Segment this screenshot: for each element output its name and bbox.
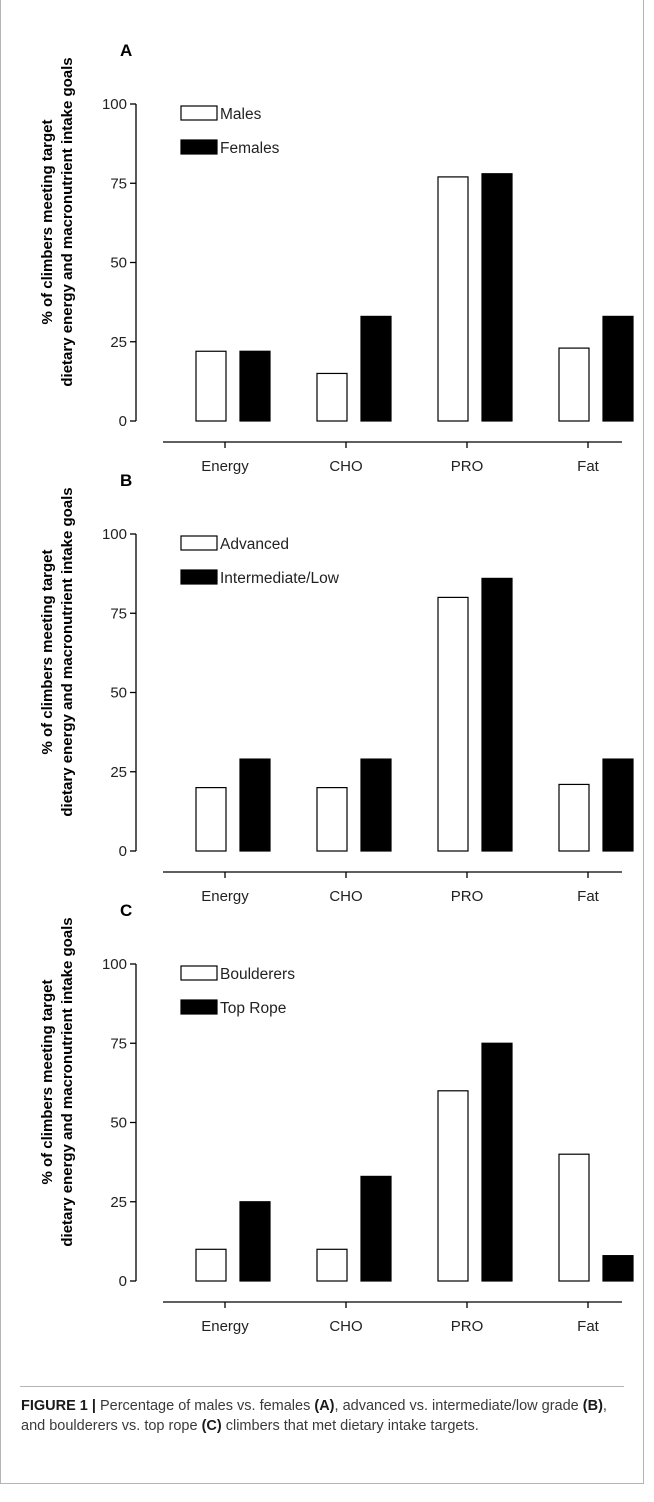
panel-a-bar-series2-fat — [602, 315, 634, 422]
panel-a-legend-swatch-1 — [180, 105, 218, 121]
panel-b-y-tick-label: 0 — [119, 843, 127, 860]
panel-b-bar-series2-cho — [360, 758, 392, 852]
panel-c-y-tick-label: 100 — [102, 956, 127, 973]
panel-a-bar-series1-cho — [316, 372, 348, 422]
caption-figure-label: FIGURE 1 | — [21, 1398, 96, 1414]
panel-c-legend-swatch-1 — [180, 965, 218, 981]
panel-b-bar-series2-energy — [239, 758, 271, 852]
panel-b-x-tick-label: Fat — [577, 888, 600, 905]
panel-a-y-tick-label: 50 — [110, 255, 127, 272]
panel-c-y-tick-label: 75 — [110, 1035, 127, 1052]
panel-c-legend-swatch-2 — [180, 999, 218, 1015]
panel-c-bar-series2-cho — [360, 1175, 392, 1282]
panel-b-x-tick-label: CHO — [329, 888, 362, 905]
caption-ref-b: (B) — [582, 1398, 603, 1414]
panel-a-bar-series2-energy — [239, 350, 271, 422]
panel-b-bar-series2-pro — [481, 577, 513, 852]
caption-ref-a: (A) — [314, 1398, 335, 1414]
panel-c-ylabel-line2: dietary energy and macronutrient intake … — [59, 917, 76, 1246]
panel-a-y-tick-label: 100 — [102, 96, 127, 113]
panel-a-legend-label-2: Females — [220, 140, 280, 157]
panel-b-label: B — [120, 471, 132, 490]
panel-c-bar-series1-cho — [316, 1248, 348, 1282]
panel-b-legend-swatch-1 — [180, 535, 218, 551]
panel-c-x-tick-label: Fat — [577, 1318, 600, 1335]
panel-a-ylabel-line1: % of climbers meeting target — [39, 119, 56, 324]
panel-b-y-tick-label: 50 — [110, 685, 127, 702]
panel-b-bar-series2-fat — [602, 758, 634, 852]
panel-b-ylabel-line1: % of climbers meeting target — [39, 549, 56, 754]
panel-b-legend-swatch-2 — [180, 569, 218, 585]
panel-b-bar-series1-energy — [195, 786, 227, 852]
panel-b-bar-series1-cho — [316, 786, 348, 852]
panel-b-y-tick-label: 100 — [102, 526, 127, 543]
panel-a-x-tick-label: Energy — [201, 458, 249, 475]
panel-c-x-tick-label: CHO — [329, 1318, 362, 1335]
panel-c-bar-series2-energy — [239, 1201, 271, 1282]
panel-b-x-tick-label: PRO — [451, 888, 484, 905]
panel-a-legend-label-1: Males — [220, 106, 262, 123]
caption-text-3: , and boulderers vs. top rope — [21, 1398, 607, 1434]
panel-b-legend-label-2: Intermediate/Low — [220, 570, 340, 587]
panel-c-bar-series2-fat — [602, 1255, 634, 1282]
panel-c-legend-label-2: Top Rope — [220, 1000, 286, 1017]
panel-a-bar-series1-pro — [437, 176, 469, 422]
panel-a-x-tick-label: CHO — [329, 458, 362, 475]
figure-frame — [0, 0, 644, 1484]
caption-text-2: , advanced vs. intermediate/low grade — [334, 1398, 583, 1414]
panel-a-x-tick-label: PRO — [451, 458, 484, 475]
panel-a-bar-series1-fat — [558, 347, 590, 422]
caption-text-1: Percentage of males vs. females — [95, 1398, 315, 1414]
panel-a-bar-series1-energy — [195, 350, 227, 422]
panel-b-y-tick-label: 75 — [110, 605, 127, 622]
panel-b-bar-series1-pro — [437, 596, 469, 852]
panel-c-ylabel-line1: % of climbers meeting target — [39, 979, 56, 1184]
panel-c-bar-series1-pro — [437, 1090, 469, 1282]
panel-c-bar-series1-energy — [195, 1248, 227, 1282]
figure-charts: A% of climbers meeting target dietary ene… — [39, 41, 634, 1335]
panel-c-y-tick-label: 50 — [110, 1115, 127, 1132]
panel-a-bar-series2-cho — [360, 315, 392, 422]
panel-c-y-tick-label: 0 — [119, 1273, 127, 1290]
panel-b-ylabel-line2: dietary energy and macronutrient intake … — [59, 487, 76, 816]
panel-b-y-tick-label: 25 — [110, 764, 127, 781]
panel-b-legend-label-1: Advanced — [220, 536, 289, 553]
caption-text-4: climbers that met dietary intake targets… — [221, 1418, 479, 1434]
panel-b-bar-series1-fat — [558, 783, 590, 852]
panel-a-ylabel-line2: dietary energy and macronutrient intake … — [59, 57, 76, 386]
panel-b-x-tick-label: Energy — [201, 888, 249, 905]
panel-a-y-tick-label: 75 — [110, 175, 127, 192]
figure-caption: FIGURE 1 | Percentage of males vs. femal… — [21, 1396, 626, 1436]
panel-c-label: C — [120, 901, 132, 920]
caption-divider — [20, 1386, 624, 1387]
panel-c-bar-series2-pro — [481, 1042, 513, 1282]
panel-a-legend-swatch-2 — [180, 139, 218, 155]
panel-c-x-tick-label: PRO — [451, 1318, 484, 1335]
panel-a-y-tick-label: 25 — [110, 334, 127, 351]
panel-c-x-tick-label: Energy — [201, 1318, 249, 1335]
panel-c-bar-series1-fat — [558, 1153, 590, 1282]
panel-a-label: A — [120, 41, 132, 60]
panel-c-y-tick-label: 25 — [110, 1194, 127, 1211]
panel-c-legend-label-1: Boulderers — [220, 966, 295, 983]
caption-ref-c: (C) — [201, 1418, 222, 1434]
panel-a-y-tick-label: 0 — [119, 413, 127, 430]
panel-a-bar-series2-pro — [481, 173, 513, 422]
panel-a-x-tick-label: Fat — [577, 458, 600, 475]
